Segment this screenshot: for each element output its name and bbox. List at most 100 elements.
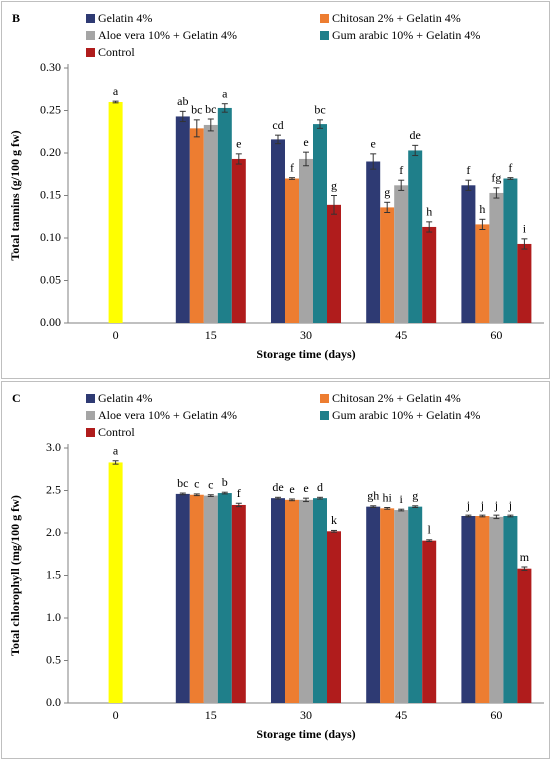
x-tick-label: 30 [300, 328, 312, 342]
significance-letter: m [520, 550, 530, 564]
y-tick-label: 0.20 [40, 145, 61, 159]
y-tick-label: 0.30 [40, 60, 61, 74]
bar [189, 494, 204, 703]
bar [175, 493, 190, 703]
significance-letter: a [222, 86, 228, 100]
bar [408, 150, 423, 323]
panel-b: B Gelatin 4% Chitosan 2% + Gelatin 4% Aloe … [1, 1, 550, 379]
y-axis-title: Total tannins (g/100 g fw) [8, 130, 22, 260]
legend-label: Gum arabic 10% + Gelatin 4% [332, 408, 480, 422]
x-tick-label: 45 [395, 328, 407, 342]
bar [299, 158, 313, 323]
bar [517, 568, 532, 703]
panel-label: C [12, 391, 21, 405]
y-axis-title: Total chlorophyll (mg/100 g fw) [8, 495, 22, 656]
chart: B Gelatin 4% Chitosan 2% + Gelatin 4% Aloe … [8, 11, 544, 361]
legend-swatch [86, 428, 95, 437]
bar [175, 116, 190, 323]
legend-label: Aloe vera 10% + Gelatin 4% [98, 28, 237, 42]
legend-swatch [320, 411, 329, 420]
legend-swatch [320, 31, 329, 40]
significance-letter: k [331, 513, 337, 527]
legend-swatch [86, 48, 95, 57]
legend-swatch [86, 411, 95, 420]
significance-letter: e [371, 137, 376, 151]
bar [394, 185, 409, 323]
significance-letter: g [384, 185, 390, 199]
significance-letter: l [428, 523, 432, 537]
significance-letter: g [412, 489, 418, 503]
significance-letter: ab [177, 94, 188, 108]
bar [313, 498, 327, 703]
x-tick-label: 45 [395, 708, 407, 722]
bar [327, 204, 341, 323]
bar [313, 124, 327, 323]
significance-letter: c [208, 478, 213, 492]
bar [422, 540, 437, 703]
significance-letter: g [331, 178, 337, 192]
legend-label: Gum arabic 10% + Gelatin 4% [332, 28, 480, 42]
significance-letter: j [480, 498, 484, 512]
panel-c: C Gelatin 4% Chitosan 2% + Gelatin 4% Aloe … [1, 381, 550, 759]
bar [475, 516, 490, 703]
y-tick-label: 0.10 [40, 230, 61, 244]
bar [108, 462, 123, 703]
x-tick-label: 60 [490, 328, 502, 342]
significance-letter: j [508, 498, 512, 512]
x-tick-label: 15 [205, 708, 217, 722]
bar [217, 493, 232, 703]
y-tick-label: 3.0 [46, 440, 61, 454]
bar [189, 128, 204, 323]
legend-swatch [86, 14, 95, 23]
significance-letter: hi [383, 490, 393, 504]
y-tick-label: 0.5 [46, 652, 61, 666]
legend-swatch [320, 394, 329, 403]
bar [489, 192, 504, 323]
significance-letter: e [303, 481, 308, 495]
significance-letter: f [290, 160, 294, 174]
legend-label: Control [98, 425, 135, 439]
significance-letter: f [237, 486, 241, 500]
y-tick-label: 0.00 [40, 315, 61, 329]
legend-swatch [86, 394, 95, 403]
bar [366, 506, 381, 703]
bar [231, 158, 246, 323]
bar [217, 107, 232, 323]
panel-label: B [12, 11, 20, 25]
bar [475, 224, 490, 323]
significance-letter: de [410, 128, 421, 142]
x-tick-label: 0 [113, 708, 119, 722]
bar [461, 516, 476, 703]
x-axis-title: Storage time (days) [256, 727, 355, 741]
bar [203, 124, 218, 323]
y-tick-label: 1.5 [46, 567, 61, 581]
legend-label: Aloe vera 10% + Gelatin 4% [98, 408, 237, 422]
bar [489, 516, 504, 703]
significance-letter: bc [205, 102, 216, 116]
legend-label: Chitosan 2% + Gelatin 4% [332, 391, 461, 405]
legend-swatch [86, 31, 95, 40]
significance-letter: h [426, 205, 432, 219]
y-tick-label: 0.25 [40, 102, 61, 116]
bar [503, 178, 518, 323]
significance-letter: bc [191, 103, 202, 117]
significance-letter: f [399, 163, 403, 177]
bar [408, 506, 423, 703]
significance-letter: e [236, 137, 241, 151]
significance-letter: j [466, 498, 470, 512]
significance-letter: i [523, 222, 527, 236]
bar [380, 508, 395, 703]
significance-letter: a [113, 84, 119, 98]
bar [327, 531, 341, 703]
bar [203, 495, 218, 703]
bar [380, 207, 395, 323]
significance-letter: e [289, 482, 294, 496]
bar [299, 499, 313, 703]
legend-swatch [320, 14, 329, 23]
bar [285, 499, 299, 703]
significance-letter: b [222, 475, 228, 489]
significance-letter: e [303, 135, 308, 149]
significance-letter: gh [367, 489, 379, 503]
significance-letter: j [494, 498, 498, 512]
